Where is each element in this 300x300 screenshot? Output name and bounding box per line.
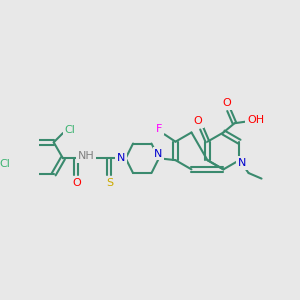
Text: Cl: Cl <box>64 125 75 135</box>
Text: O: O <box>72 178 81 188</box>
Text: S: S <box>106 178 113 188</box>
Text: N: N <box>117 153 125 163</box>
Text: N: N <box>154 149 163 159</box>
Text: F: F <box>156 124 162 134</box>
Text: OH: OH <box>247 116 264 125</box>
Text: N: N <box>238 158 246 168</box>
Text: O: O <box>194 116 203 126</box>
Text: O: O <box>223 98 232 108</box>
Text: NH: NH <box>78 151 94 161</box>
Text: Cl: Cl <box>0 159 10 169</box>
